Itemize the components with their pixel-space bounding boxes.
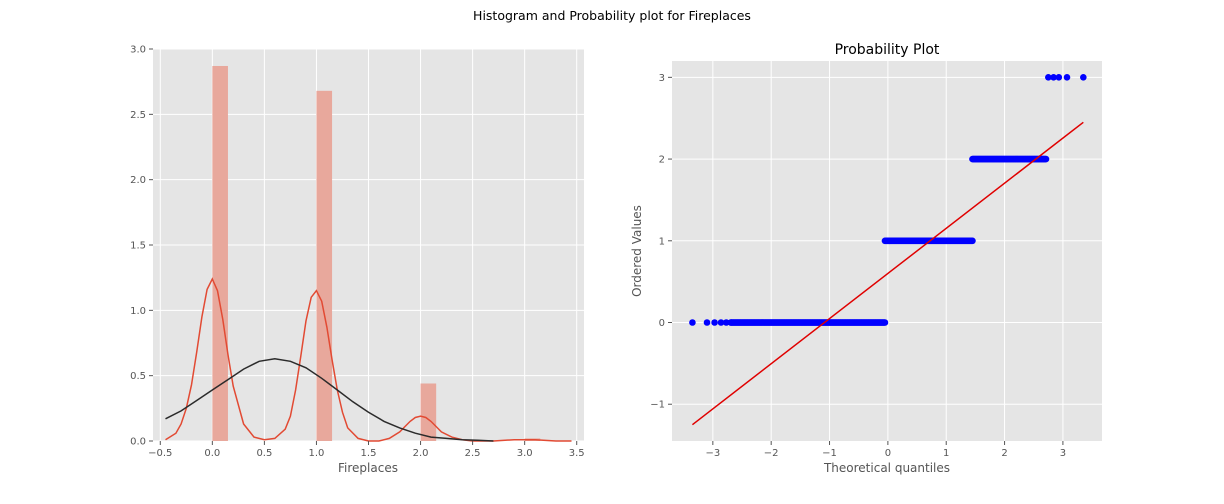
probability-plot-x-ticks: −3 −2 −1 0 1 2 3	[705, 441, 1066, 459]
histogram-y-ticks: 0.0 0.5 1.0 1.5 2.0 2.5 3.0	[130, 45, 153, 448]
histogram-x-tick-label: 2.5	[465, 448, 481, 459]
probability-plot-point	[1045, 74, 1052, 81]
kde-density-line	[165, 277, 572, 442]
probability-plot-x-tick-label: −3	[705, 448, 720, 459]
probability-plot-point	[969, 237, 976, 245]
histogram-y-tick-label: 0.0	[130, 437, 146, 448]
probability-plot-x-tick-label: 1	[943, 448, 949, 459]
probability-plot-x-tick-label: 2	[1001, 448, 1007, 459]
probability-plot-point	[1050, 74, 1057, 81]
probability-plot-x-axis-label: Theoretical quantiles	[823, 461, 950, 475]
histogram-y-tick-label: 1.5	[130, 241, 146, 252]
probability-plot-point	[703, 319, 711, 326]
probability-plot-y-tick-label: 1	[659, 236, 665, 247]
histogram-x-tick-label: 3.0	[517, 448, 533, 459]
histogram-y-tick-label: 2.5	[130, 110, 146, 121]
histogram-x-tick-label: 0.5	[256, 448, 272, 459]
histogram-x-tick-label: 2.0	[413, 448, 429, 459]
probability-plot-y-ticks: −1 0 1 2 3	[650, 73, 672, 411]
probability-plot-y-tick-label: 0	[659, 318, 665, 329]
histogram-x-axis-label: Fireplaces	[338, 461, 398, 475]
probability-plot-y-tick-label: 2	[659, 155, 665, 166]
histogram-x-ticks: −0.5 0.0 0.5 1.0 1.5 2.0 2.5 3.0 3.5	[148, 441, 585, 459]
probability-plot-points	[689, 74, 1087, 326]
probability-plot-regression-line	[691, 121, 1084, 426]
histogram-x-tick-label: 0.0	[204, 448, 220, 459]
probability-plot-point	[881, 319, 889, 326]
probability-plot-x-tick-label: −1	[822, 448, 837, 459]
probability-plot-point	[1042, 155, 1050, 163]
probability-plot-point	[1063, 74, 1071, 81]
histogram-x-tick-label: 3.5	[569, 448, 585, 459]
probability-plot-y-axis-label: Ordered Values	[630, 205, 644, 297]
histogram-bar	[212, 65, 228, 441]
probability-plot-point	[711, 319, 718, 326]
histogram-chart: −0.5 0.0 0.5 1.0 1.5 2.0 2.5 3.0 3.5 0.00.51.01.…	[130, 45, 585, 476]
probability-plot-point	[1055, 74, 1063, 81]
histogram-y-tick-label: 0.5	[130, 371, 146, 382]
histogram-y-tick-label: 2.0	[130, 175, 146, 186]
probability-plot-title: Probability Plot	[835, 42, 940, 58]
probability-plot-point	[717, 319, 725, 326]
probability-plot-fit-line	[691, 121, 1084, 426]
probability-plot-point	[689, 319, 696, 326]
histogram-x-tick-label: 1.5	[361, 448, 377, 459]
probability-plot-x-tick-label: −2	[764, 448, 779, 459]
histogram-y-tick-label: 3.0	[130, 45, 146, 56]
probability-plot-y-tick-label: 3	[659, 73, 665, 84]
histogram-bars	[212, 65, 541, 442]
probability-plot-point	[1080, 74, 1087, 81]
histogram-density-lines	[165, 277, 572, 442]
histogram-x-tick-label: 1.0	[308, 448, 324, 459]
probability-plot-x-tick-label: 0	[885, 448, 891, 459]
probability-plot-y-tick-label: −1	[650, 400, 665, 411]
probability-plot-point	[722, 319, 730, 326]
figure-title: Histogram and Probability plot for Firep…	[473, 8, 751, 23]
histogram-bar	[420, 383, 437, 441]
probability-plot-x-tick-label: 3	[1060, 448, 1066, 459]
normal-fit-line	[165, 357, 494, 442]
histogram-y-tick-label: 1.0	[130, 306, 146, 317]
probability-plot-area	[672, 61, 1102, 441]
probability-plot-chart: −3 −2 −1 0 1 2 3 −1 0 1 2 3 Probability Plot Theor…	[630, 42, 1102, 475]
histogram-bar	[316, 90, 333, 442]
histogram-x-tick-label: −0.5	[148, 448, 172, 459]
